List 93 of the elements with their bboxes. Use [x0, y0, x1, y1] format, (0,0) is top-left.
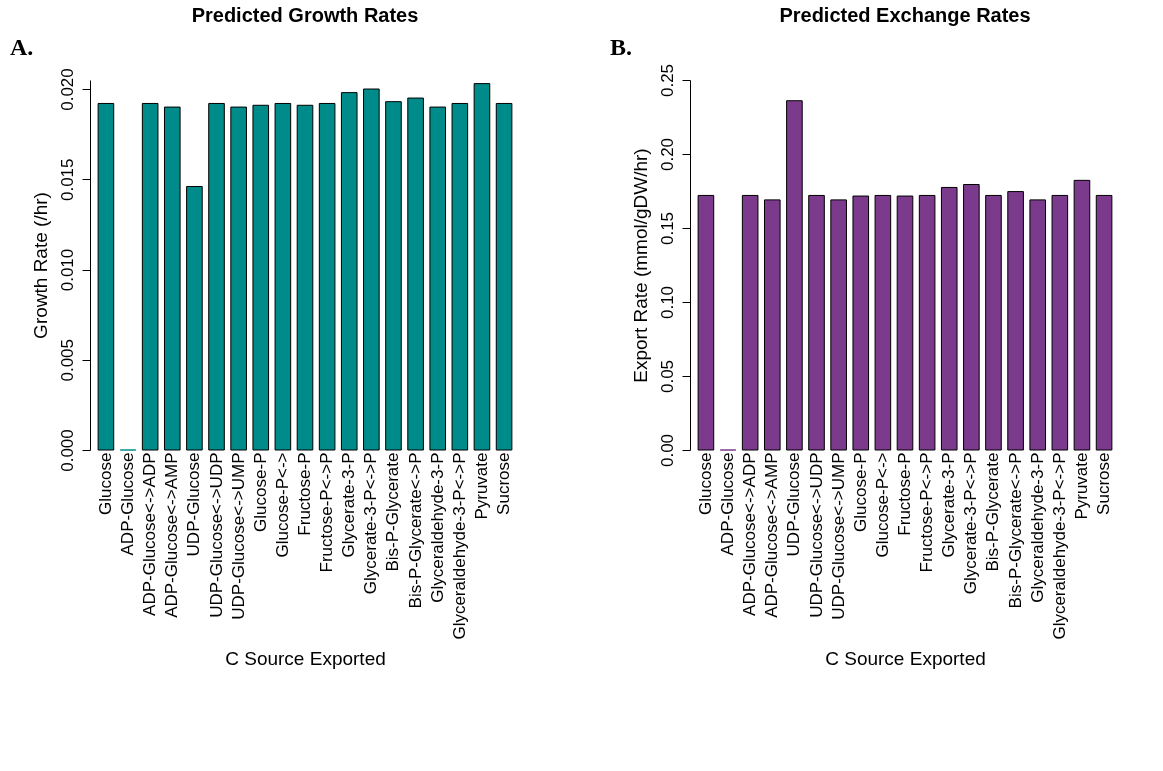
x-axis-title: C Source Exported: [825, 647, 986, 669]
y-axis-title: Growth Rate (/hr): [29, 192, 51, 339]
bar: [1029, 199, 1047, 451]
y-tick-label: 0.20: [657, 137, 677, 172]
x-tick-label: ADP-Glucose: [118, 452, 138, 556]
bar: [318, 102, 336, 451]
text: B.: [610, 34, 633, 60]
bar: [896, 195, 914, 451]
x-tick-label: Glucose: [95, 452, 115, 515]
x-tick-label: Bis-P-Glycerate: [983, 452, 1003, 572]
bar: [429, 106, 447, 451]
x-tick-label: ADP-Glucose<->ADP: [140, 452, 160, 616]
x-tick-label: Fructose-P<->P: [317, 452, 337, 573]
x-tick-label: Fructose-P: [895, 452, 914, 536]
bar: [697, 194, 715, 451]
y-tick-label: 0.005: [57, 338, 77, 382]
bar: [473, 83, 491, 451]
bar: [1073, 179, 1091, 451]
x-tick-label: UDP-Glucose<->UMP: [228, 452, 248, 620]
x-tick-label: Sucrose: [1094, 452, 1114, 515]
bar: [985, 194, 1002, 451]
x-tick-label: Glyceraldehyde-3-P<->P: [449, 452, 469, 640]
bar: [208, 102, 225, 451]
x-tick-label: Glucose-P<->: [272, 452, 292, 558]
bar: [141, 102, 159, 451]
y-tick-label: 0.020: [57, 68, 77, 111]
bar: [363, 88, 380, 451]
bar: [874, 194, 892, 451]
x-tick-label: Glucose-P: [850, 452, 870, 532]
x-tick-label: UDP-Glucose: [184, 452, 204, 557]
y-tick-label: 0.00: [657, 433, 677, 468]
y-tick-label: 0.25: [657, 63, 677, 98]
x-tick-label: Glycerate-3-P: [339, 452, 359, 558]
bar: [940, 186, 958, 451]
bar: [918, 194, 936, 451]
x-tick-label: Glyceraldehyde-3-P: [427, 452, 447, 603]
bar: [808, 194, 825, 451]
x-tick-label: Fructose-P: [295, 452, 314, 536]
bar: [830, 199, 847, 451]
x-tick-label: Bis-P-Glycerate<->P: [405, 452, 425, 609]
bar: [1051, 194, 1069, 451]
bar: [385, 101, 402, 451]
bar: [495, 102, 513, 451]
bar: [97, 102, 115, 451]
x-tick-label: Glyceraldehyde-3-P: [1027, 452, 1047, 603]
y-axis-title: Export Rate (mmol/gDW/hr): [629, 148, 651, 383]
bar: [1007, 191, 1024, 451]
x-tick-label: Glycerate-3-P: [939, 452, 959, 558]
bar: [163, 106, 181, 451]
x-tick-label: Glycerate-3-P<->P: [361, 452, 381, 595]
x-axis-title: C Source Exported: [225, 647, 386, 669]
bar: [340, 92, 358, 451]
x-tick-label: Glyceraldehyde-3-P<->P: [1049, 452, 1069, 640]
x-tick-label: Glucose: [695, 452, 715, 515]
bar: [252, 104, 270, 451]
x-tick-label: Pyruvate: [1071, 452, 1091, 520]
x-tick-label: UDP-Glucose<->UDP: [206, 452, 226, 618]
bar: [763, 199, 781, 451]
x-tick-label: Glucose-P<->: [872, 452, 892, 558]
x-tick-label: ADP-Glucose<->AMP: [762, 452, 782, 618]
x-tick-label: ADP-Glucose<->ADP: [740, 452, 760, 616]
y-tick-label: 0.05: [657, 359, 677, 394]
bar: [741, 194, 759, 451]
x-tick-label: Bis-P-Glycerate<->P: [1005, 452, 1025, 609]
bar: [407, 97, 424, 451]
text: A.: [10, 34, 34, 60]
bar: [852, 195, 870, 451]
bar: [186, 185, 203, 451]
y-tick-label: 0.15: [657, 211, 677, 246]
y-tick-label: 0.000: [57, 429, 77, 472]
x-tick-label: UDP-Glucose<->UDP: [806, 452, 826, 618]
x-tick-label: Fructose-P<->P: [917, 452, 937, 573]
y-tick-label: 0.015: [57, 158, 77, 202]
bar: [963, 183, 980, 451]
chart-title: Predicted Growth Rates: [191, 4, 419, 26]
chart-title: Predicted Exchange Rates: [779, 4, 1031, 26]
x-tick-label: Bis-P-Glycerate: [383, 452, 403, 572]
x-tick-label: Glycerate-3-P<->P: [961, 452, 981, 595]
x-tick-label: UDP-Glucose: [784, 452, 804, 557]
x-tick-label: UDP-Glucose<->UMP: [828, 452, 848, 620]
bar: [230, 106, 247, 451]
y-tick-label: 0.10: [657, 285, 677, 320]
bar: [274, 102, 292, 451]
bar: [296, 104, 314, 451]
bar: [451, 102, 469, 451]
x-tick-label: Pyruvate: [471, 452, 491, 520]
x-tick-label: Sucrose: [494, 452, 514, 515]
x-tick-label: ADP-Glucose<->AMP: [162, 452, 182, 618]
x-tick-label: ADP-Glucose: [718, 452, 738, 556]
y-tick-label: 0.010: [57, 248, 77, 292]
bar: [786, 100, 803, 451]
x-tick-label: Glucose-P: [250, 452, 270, 532]
bar: [1095, 194, 1113, 451]
